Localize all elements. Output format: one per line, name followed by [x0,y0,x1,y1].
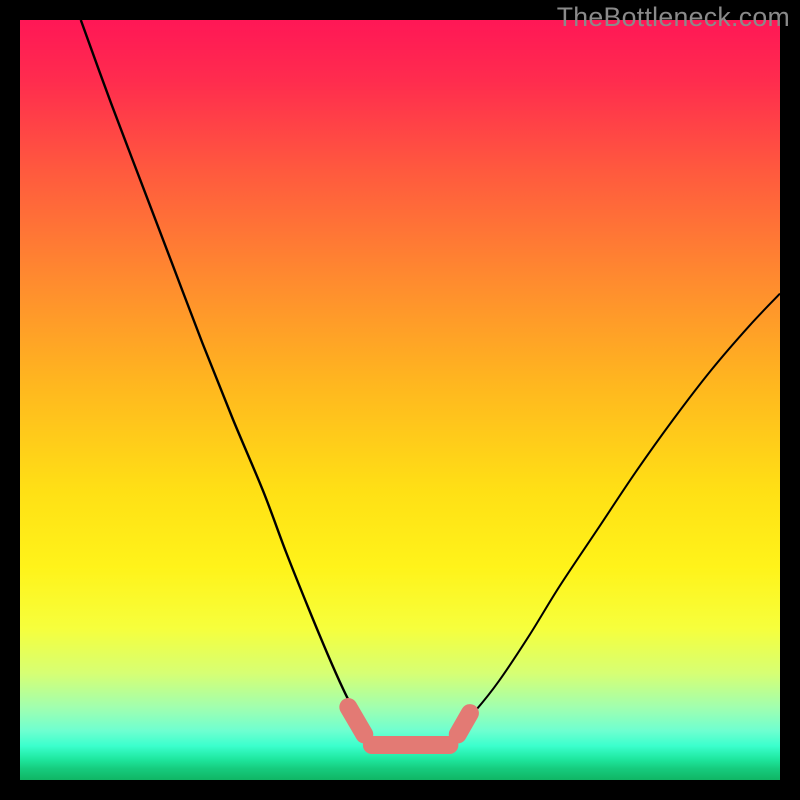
watermark-text: TheBottleneck.com [557,2,790,33]
plot-area [20,20,780,780]
